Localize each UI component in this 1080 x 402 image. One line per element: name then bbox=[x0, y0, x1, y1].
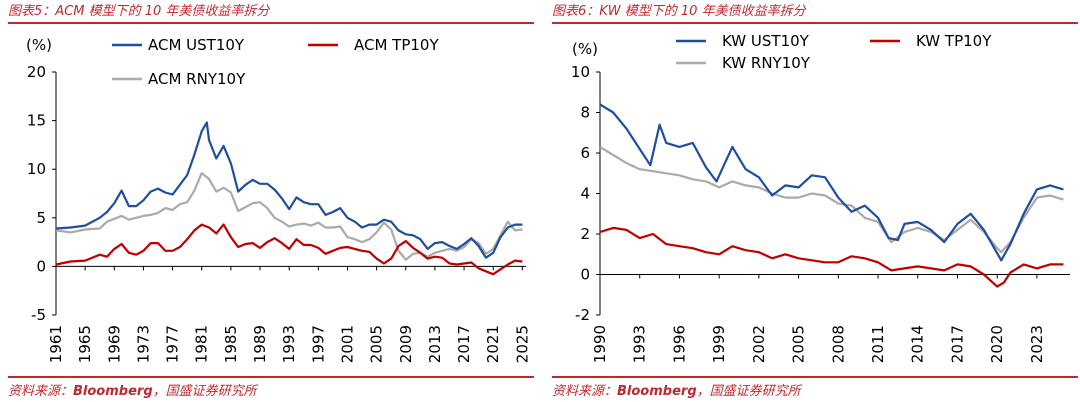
x-tick-label: 1961 bbox=[47, 325, 65, 363]
figure-caption: 图表5：ACM 模型下的 10 年美债收益率拆分 bbox=[8, 4, 270, 19]
source-note: 资料来源：Bloomberg，国盛证券研究所 bbox=[8, 380, 257, 399]
x-tick-label: 1981 bbox=[193, 325, 211, 363]
x-tick-label: 2020 bbox=[988, 325, 1006, 363]
x-tick-label: 1965 bbox=[76, 325, 94, 363]
x-tick-label: 1996 bbox=[670, 325, 688, 363]
source-prefix: 资料来源： bbox=[8, 384, 74, 399]
y-tick-label: 10 bbox=[571, 63, 590, 81]
y-tick-label: 4 bbox=[580, 185, 590, 203]
source-note: 资料来源：Bloomberg，国盛证券研究所 bbox=[552, 380, 801, 399]
legend-label: ACM UST10Y bbox=[148, 36, 245, 54]
source-suffix: ，国盛证券研究所 bbox=[696, 384, 801, 399]
legend-label: KW RNY10Y bbox=[722, 54, 811, 72]
y-tick-label: 15 bbox=[27, 112, 46, 130]
figure-caption: 图表6：KW 模型下的 10 年美债收益率拆分 bbox=[552, 4, 806, 19]
x-tick-label: 2014 bbox=[909, 325, 927, 363]
x-tick-label: 1989 bbox=[251, 325, 269, 363]
y-tick-label: -2 bbox=[575, 306, 590, 324]
series-line-kw-ust10y bbox=[599, 103, 1064, 262]
caption-rule bbox=[8, 22, 534, 24]
series-line-kw-rny10y bbox=[599, 145, 1064, 254]
series-line-acm-rny10y bbox=[55, 172, 523, 261]
series-line-kw-tp10y bbox=[599, 226, 1064, 288]
y-tick-label: 2 bbox=[580, 225, 590, 243]
x-tick-label: 1973 bbox=[134, 325, 152, 363]
y-tick-label: 5 bbox=[36, 209, 46, 227]
x-tick-label: 2005 bbox=[368, 325, 386, 363]
x-tick-label: 1969 bbox=[105, 325, 123, 363]
y-tick-label: 8 bbox=[580, 104, 590, 122]
x-tick-label: 1999 bbox=[710, 325, 728, 363]
source-prefix: 资料来源： bbox=[552, 384, 618, 399]
source-suffix: ，国盛证券研究所 bbox=[152, 384, 257, 399]
kw-chart: -2 0 2 4 6 8 10 1990 1993 1996 1999 2002 2005 2008 201… bbox=[571, 32, 1070, 363]
series-line-acm-ust10y bbox=[55, 121, 523, 259]
source-brand: Bloomberg bbox=[73, 384, 153, 399]
legend-label: KW UST10Y bbox=[722, 32, 810, 50]
y-tick-label: 20 bbox=[27, 63, 46, 81]
x-tick-label: 2009 bbox=[397, 325, 415, 363]
x-tick-label: 1993 bbox=[631, 325, 649, 363]
x-tick-label: 2002 bbox=[750, 325, 768, 363]
x-tick-label: 1990 bbox=[591, 325, 609, 363]
y-tick-label: 0 bbox=[36, 257, 46, 275]
y-unit-label: (%) bbox=[572, 40, 598, 58]
source-brand: Bloomberg bbox=[617, 384, 697, 399]
source-rule bbox=[8, 376, 534, 378]
legend-label: KW TP10Y bbox=[916, 32, 992, 50]
legend-label: ACM RNY10Y bbox=[148, 70, 246, 88]
y-unit-label: (%) bbox=[26, 36, 52, 54]
chart-panel-kw: 图表6：KW 模型下的 10 年美债收益率拆分 -2 0 2 4 6 8 10 1990 199… bbox=[552, 0, 1078, 402]
x-tick-label: 1997 bbox=[309, 325, 327, 363]
y-tick-label: 0 bbox=[580, 266, 590, 284]
chart-panel-acm: 图表5：ACM 模型下的 10 年美债收益率拆分 -5 0 5 10 15 20 1961 1… bbox=[8, 0, 534, 402]
x-tick-label: 2025 bbox=[513, 325, 531, 363]
x-tick-label: 2017 bbox=[455, 325, 473, 363]
legend-label: ACM TP10Y bbox=[354, 36, 439, 54]
x-tick-label: 2011 bbox=[869, 325, 887, 363]
y-tick-label: 10 bbox=[27, 160, 46, 178]
acm-chart: -5 0 5 10 15 20 1961 1965 1969 1973 1977 1981 1985 19… bbox=[26, 36, 531, 363]
x-tick-label: 1993 bbox=[280, 325, 298, 363]
x-tick-label: 2005 bbox=[790, 325, 808, 363]
x-tick-label: 2013 bbox=[426, 325, 444, 363]
y-tick-label: -5 bbox=[31, 306, 46, 324]
source-rule bbox=[552, 376, 1078, 378]
x-tick-label: 1977 bbox=[164, 325, 182, 363]
x-tick-label: 1985 bbox=[222, 325, 240, 363]
x-tick-label: 2001 bbox=[338, 325, 356, 363]
x-tick-label: 2021 bbox=[484, 325, 502, 363]
x-tick-label: 2008 bbox=[829, 325, 847, 363]
caption-rule bbox=[552, 22, 1078, 24]
y-tick-label: 6 bbox=[580, 144, 590, 162]
x-tick-label: 2017 bbox=[948, 325, 966, 363]
x-tick-label: 2023 bbox=[1028, 325, 1046, 363]
series-line-acm-tp10y bbox=[55, 223, 523, 276]
